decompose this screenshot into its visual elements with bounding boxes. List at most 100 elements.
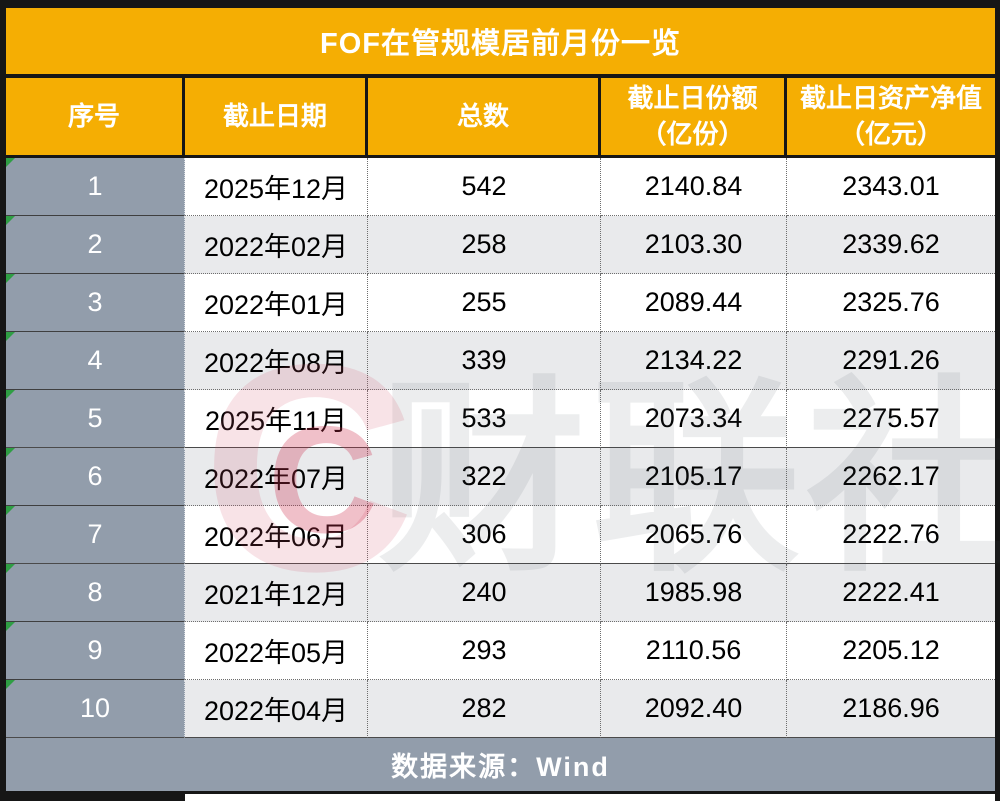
cell-rank: 5 — [6, 390, 185, 448]
cell-rank: 7 — [6, 506, 185, 564]
table-row: 9 2022年05月 293 2110.56 2205.12 — [6, 622, 995, 680]
cell-total: 255 — [368, 274, 601, 332]
column-header-rank: 序号 — [6, 78, 185, 155]
rank-value: 9 — [87, 635, 103, 665]
excel-flag-icon — [6, 680, 15, 689]
cell-nav: 2325.76 — [787, 274, 995, 332]
share-value: 2089.44 — [644, 287, 743, 317]
cell-nav: 2343.01 — [787, 158, 995, 216]
table-row: 6 2022年07月 322 2105.17 2262.17 — [6, 448, 995, 506]
cell-date: 2025年12月 — [185, 158, 368, 216]
excel-flag-icon — [6, 448, 15, 457]
excel-flag-icon — [6, 506, 15, 515]
date-value: 2021年12月 — [203, 580, 349, 610]
cell-share: 2065.76 — [601, 506, 787, 564]
excel-flag-icon — [6, 216, 15, 225]
excel-flag-icon — [6, 274, 15, 283]
cell-rank: 8 — [6, 564, 185, 622]
date-value: 2022年07月 — [203, 464, 349, 494]
excel-flag-icon — [6, 622, 15, 631]
cell-nav: 2339.62 — [787, 216, 995, 274]
nav-value: 2262.17 — [842, 461, 940, 491]
date-value: 2022年04月 — [203, 696, 349, 726]
cell-date: 2022年01月 — [185, 274, 368, 332]
nav-value: 2222.41 — [842, 577, 940, 607]
date-value: 2022年05月 — [203, 638, 349, 668]
cell-total: 282 — [368, 680, 601, 738]
nav-value: 2186.96 — [842, 693, 940, 723]
total-value: 322 — [461, 461, 507, 491]
total-value: 542 — [461, 171, 507, 201]
nav-value: 2325.76 — [842, 287, 940, 317]
cell-rank: 1 — [6, 158, 185, 216]
excel-flag-icon — [6, 390, 15, 399]
share-value: 2134.22 — [644, 345, 743, 375]
cell-date: 2022年07月 — [185, 448, 368, 506]
column-header-total: 总数 — [368, 78, 601, 155]
bottom-strip-light — [185, 794, 995, 801]
rank-value: 4 — [87, 345, 103, 375]
cell-share: 2089.44 — [601, 274, 787, 332]
table-row: 10 2022年04月 282 2092.40 2186.96 — [6, 680, 995, 738]
rank-value: 5 — [87, 403, 103, 433]
total-value: 255 — [461, 287, 507, 317]
cell-share: 2110.56 — [601, 622, 787, 680]
bottom-strip-dark — [6, 794, 185, 801]
rank-value: 7 — [87, 519, 103, 549]
total-value: 339 — [461, 345, 507, 375]
cell-share: 2092.40 — [601, 680, 787, 738]
cell-total: 240 — [368, 564, 601, 622]
rank-value: 6 — [87, 461, 103, 491]
cell-share: 2105.17 — [601, 448, 787, 506]
excel-flag-icon — [6, 564, 15, 573]
cell-nav: 2222.41 — [787, 564, 995, 622]
share-value: 2103.30 — [644, 229, 743, 259]
table-row: 1 2025年12月 542 2140.84 2343.01 — [6, 158, 995, 216]
cell-total: 293 — [368, 622, 601, 680]
column-header-share: 截止日份额（亿份） — [601, 78, 787, 155]
table-body: 1 2025年12月 542 2140.84 2343.01 2 2022年02… — [6, 158, 995, 738]
cell-total: 306 — [368, 506, 601, 564]
cell-date: 2022年06月 — [185, 506, 368, 564]
table-row: 3 2022年01月 255 2089.44 2325.76 — [6, 274, 995, 332]
date-value: 2022年06月 — [203, 522, 349, 552]
total-value: 306 — [461, 519, 507, 549]
excel-flag-icon — [6, 332, 15, 341]
cell-share: 2103.30 — [601, 216, 787, 274]
table-title: FOF在管规模居前月份一览 — [6, 8, 995, 78]
date-value: 2022年02月 — [203, 232, 349, 262]
data-source-label: 数据来源：Wind — [6, 738, 995, 791]
nav-value: 2222.76 — [842, 519, 940, 549]
date-value: 2025年11月 — [204, 406, 348, 436]
cell-nav: 2262.17 — [787, 448, 995, 506]
cell-rank: 9 — [6, 622, 185, 680]
share-value: 2110.56 — [645, 635, 742, 665]
cell-share: 1985.98 — [601, 564, 787, 622]
share-value: 2092.40 — [644, 693, 743, 723]
cell-total: 533 — [368, 390, 601, 448]
nav-value: 2343.01 — [842, 171, 940, 201]
date-value: 2022年08月 — [203, 348, 349, 378]
column-header-nav: 截止日资产净值（亿元） — [799, 83, 982, 149]
cell-rank: 4 — [6, 332, 185, 390]
cell-date: 2025年11月 — [185, 390, 368, 448]
cell-rank: 3 — [6, 274, 185, 332]
nav-value: 2339.62 — [842, 229, 940, 259]
date-value: 2022年01月 — [203, 290, 349, 320]
date-value: 2025年12月 — [203, 174, 349, 204]
cell-share: 2140.84 — [601, 158, 787, 216]
share-value: 2073.34 — [644, 403, 743, 433]
table-row: 2 2022年02月 258 2103.30 2339.62 — [6, 216, 995, 274]
cell-rank: 2 — [6, 216, 185, 274]
nav-value: 2291.26 — [842, 345, 940, 375]
column-header-date: 截止日期 — [185, 78, 368, 155]
rank-value: 1 — [87, 171, 103, 201]
share-value: 2065.76 — [644, 519, 743, 549]
nav-value: 2275.57 — [842, 403, 940, 433]
nav-value: 2205.12 — [842, 635, 940, 665]
table-header: 序号 截止日期 总数 截止日份额（亿份） 截止日资产净值（亿元） — [6, 78, 995, 158]
rank-value: 3 — [87, 287, 103, 317]
total-value: 293 — [461, 635, 507, 665]
cell-total: 322 — [368, 448, 601, 506]
